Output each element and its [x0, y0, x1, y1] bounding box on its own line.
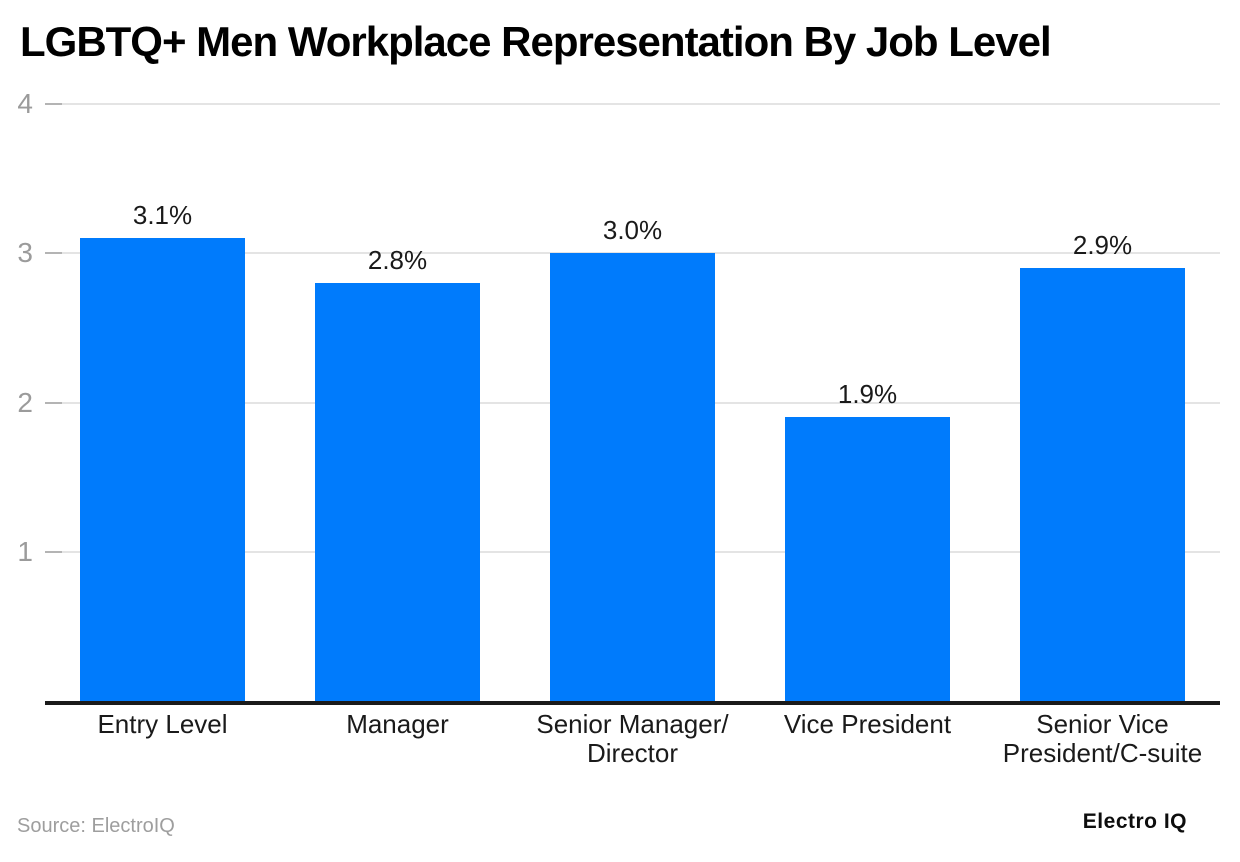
bar-senior-vice[interactable] [1020, 268, 1185, 701]
x-axis-category-label-senior-vice: Senior Vice President/C-suite [1002, 709, 1203, 768]
y-axis-tick-label-1: 1 [17, 535, 33, 567]
plot-area: 3.1% 2.8% 3.0% 1.9% 2.9% [45, 103, 1220, 701]
chart-title: LGBTQ+ Men Workplace Representation By J… [20, 18, 1052, 65]
y-axis-tick-label-4: 4 [17, 88, 33, 119]
bar-senior-manager[interactable] [550, 253, 715, 701]
bar-manager[interactable] [315, 283, 480, 701]
y-axis-tick-1 [45, 550, 62, 553]
bar-vice-president[interactable] [785, 417, 950, 701]
bar-value-label-senior-manager: 3.0% [602, 215, 663, 246]
source-label: Source: ElectroIQ [17, 815, 175, 837]
brand-logo: Electro IQ [1082, 810, 1187, 833]
x-axis-category-label-vice-president: Vice President [783, 709, 952, 739]
y-axis-tick-label-3: 3 [17, 237, 33, 269]
bar-value-label-vice-president: 1.9% [837, 379, 898, 410]
x-axis-category-label-manager: Manager [346, 709, 449, 739]
bar-entry-level[interactable] [80, 238, 245, 701]
y-axis-tick-3 [45, 252, 62, 255]
x-axis-category-label-senior-manager: Senior Manager/Director [536, 709, 729, 768]
gridline-4 [45, 103, 1220, 105]
x-axis-line [45, 701, 1220, 705]
y-axis-tick-label-2: 2 [17, 386, 33, 418]
bar-value-label-manager: 2.8% [367, 245, 428, 276]
bar-value-label-senior-vice: 2.9% [1072, 230, 1133, 261]
y-axis: 1 2 3 4 [0, 89, 33, 701]
y-axis-tick-4 [45, 103, 62, 105]
y-axis-tick-2 [45, 401, 62, 404]
x-axis-labels: Entry Level Manager Senior Manager/Directo… [45, 710, 1220, 772]
x-axis-category-label-entry-level: Entry Level [97, 709, 228, 739]
bar-value-label-entry-level: 3.1% [132, 200, 193, 231]
